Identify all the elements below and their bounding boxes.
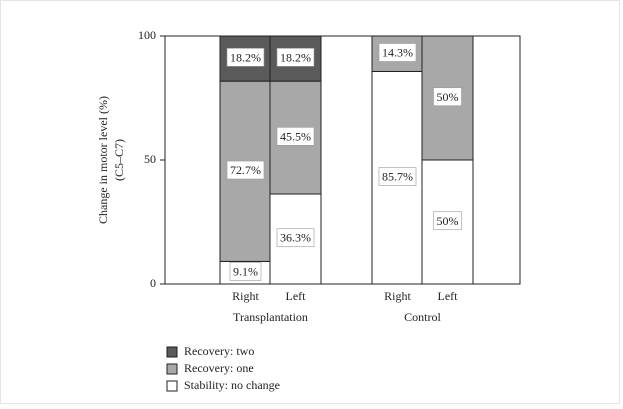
value-label-box — [276, 48, 315, 67]
legend-swatch — [166, 380, 178, 392]
value-label-box — [226, 160, 265, 180]
value-label: 72.7% — [230, 163, 261, 177]
value-label: 18.2% — [230, 50, 261, 64]
value-label: 50% — [437, 90, 459, 104]
y-label: Change in motor level (%) — [96, 96, 110, 224]
value-label: 18.2% — [280, 50, 311, 64]
value-label: 85.7% — [382, 169, 413, 183]
value-label-box — [226, 48, 265, 67]
y-label: (C5–C7) — [112, 139, 126, 181]
legend-label: Recovery: one — [184, 361, 254, 375]
x-tick-label: Left — [438, 289, 459, 303]
value-label-box — [378, 43, 417, 62]
x-tick-label: Left — [286, 289, 307, 303]
y-tick-label: 50 — [144, 152, 156, 166]
value-label: 45.5% — [280, 129, 311, 143]
value-label-box — [276, 228, 315, 248]
legend-label: Recovery: two — [184, 344, 254, 358]
legend-swatch — [166, 346, 178, 358]
y-tick-label: 0 — [150, 276, 156, 290]
value-label: 14.3% — [382, 45, 413, 59]
x-tick-label: Right — [384, 289, 411, 303]
value-label-box — [276, 127, 315, 146]
value-label-box — [378, 167, 417, 186]
value-label: 36.3% — [280, 231, 311, 245]
y-axis-title: Change in motor level (%) (C5–C7) — [96, 96, 126, 224]
legend-swatch — [166, 363, 178, 375]
value-label: 9.1% — [233, 264, 258, 278]
x-tick-label: Right — [232, 289, 259, 303]
value-label-box — [433, 87, 462, 107]
y-tick-label: 100 — [138, 28, 156, 42]
value-label: 50% — [437, 214, 459, 228]
value-label-box — [229, 262, 262, 281]
legend-label: Stability: no change — [184, 378, 280, 392]
group-label: Control — [404, 310, 441, 324]
group-label: Transplantation — [233, 310, 308, 324]
value-label-box — [433, 211, 462, 231]
